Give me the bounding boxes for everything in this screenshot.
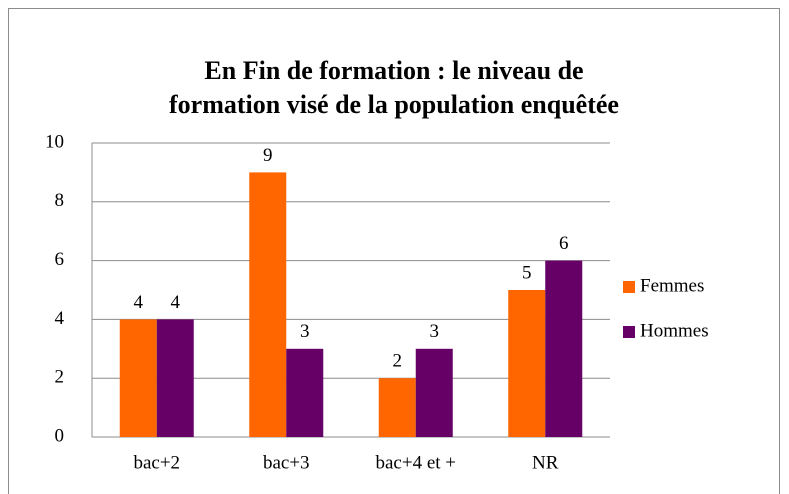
bar bbox=[286, 348, 324, 437]
legend-swatch bbox=[623, 281, 635, 293]
data-label: 3 bbox=[430, 321, 440, 342]
y-tick-label: 6 bbox=[55, 249, 65, 270]
bar bbox=[119, 319, 157, 437]
y-tick-label: 8 bbox=[55, 190, 65, 211]
x-tick-label: bac+2 bbox=[133, 452, 180, 473]
bar bbox=[545, 260, 583, 437]
y-tick-label: 0 bbox=[55, 425, 65, 446]
bar bbox=[249, 172, 287, 437]
chart-title: En Fin de formation : le niveau de bbox=[204, 56, 583, 85]
legend-label: Hommes bbox=[640, 320, 709, 341]
chart-title: formation visé de la population enquêtée bbox=[169, 90, 619, 119]
x-tick-label: NR bbox=[532, 452, 559, 473]
data-label: 3 bbox=[300, 321, 310, 342]
data-label: 2 bbox=[393, 351, 403, 372]
x-tick-label: bac+4 et + bbox=[375, 452, 456, 473]
bar bbox=[508, 290, 546, 437]
y-tick-label: 4 bbox=[55, 308, 65, 329]
x-tick-label: bac+3 bbox=[263, 452, 310, 473]
bar bbox=[156, 319, 194, 437]
y-tick-label: 2 bbox=[55, 367, 65, 388]
data-label: 6 bbox=[559, 233, 569, 254]
bar bbox=[415, 348, 453, 437]
legend-swatch bbox=[623, 326, 635, 338]
y-tick-label: 10 bbox=[45, 131, 64, 152]
data-label: 4 bbox=[134, 292, 144, 313]
legend-label: Femmes bbox=[640, 275, 704, 296]
data-label: 5 bbox=[522, 262, 532, 283]
bar bbox=[378, 378, 416, 437]
data-label: 9 bbox=[263, 145, 273, 166]
data-label: 4 bbox=[171, 292, 181, 313]
